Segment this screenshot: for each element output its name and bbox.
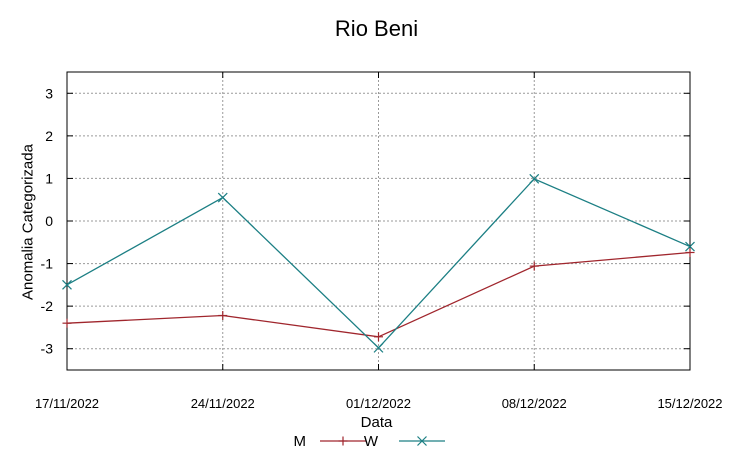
y-tick-label: -2 (41, 298, 54, 314)
y-tick-label: 1 (45, 170, 53, 186)
data-point-W (685, 241, 695, 252)
y-tick-label: 0 (45, 213, 53, 229)
x-tick-label: 17/11/2022 (35, 396, 99, 411)
y-tick-label: 3 (45, 85, 53, 101)
data-point-W (217, 192, 228, 203)
legend-label-M: M (294, 433, 307, 450)
x-axis-label: Data (360, 414, 393, 431)
y-tick-label: -3 (41, 341, 54, 357)
chart-title: Rio Beni (334, 16, 419, 41)
data-point-W (529, 173, 540, 184)
legend-label-W: W (364, 433, 379, 450)
x-tick-label: 01/12/2022 (346, 396, 411, 411)
x-tick-label: 24/11/2022 (191, 396, 255, 411)
y-tick-label: 2 (45, 128, 53, 144)
y-tick-label: -1 (41, 256, 54, 272)
data-point-W (373, 342, 384, 353)
x-tick-label: 15/12/2022 (657, 396, 722, 411)
data-point-W (62, 279, 72, 290)
legend-marker-W (417, 436, 427, 446)
x-tick-label: 08/12/2022 (502, 396, 567, 411)
